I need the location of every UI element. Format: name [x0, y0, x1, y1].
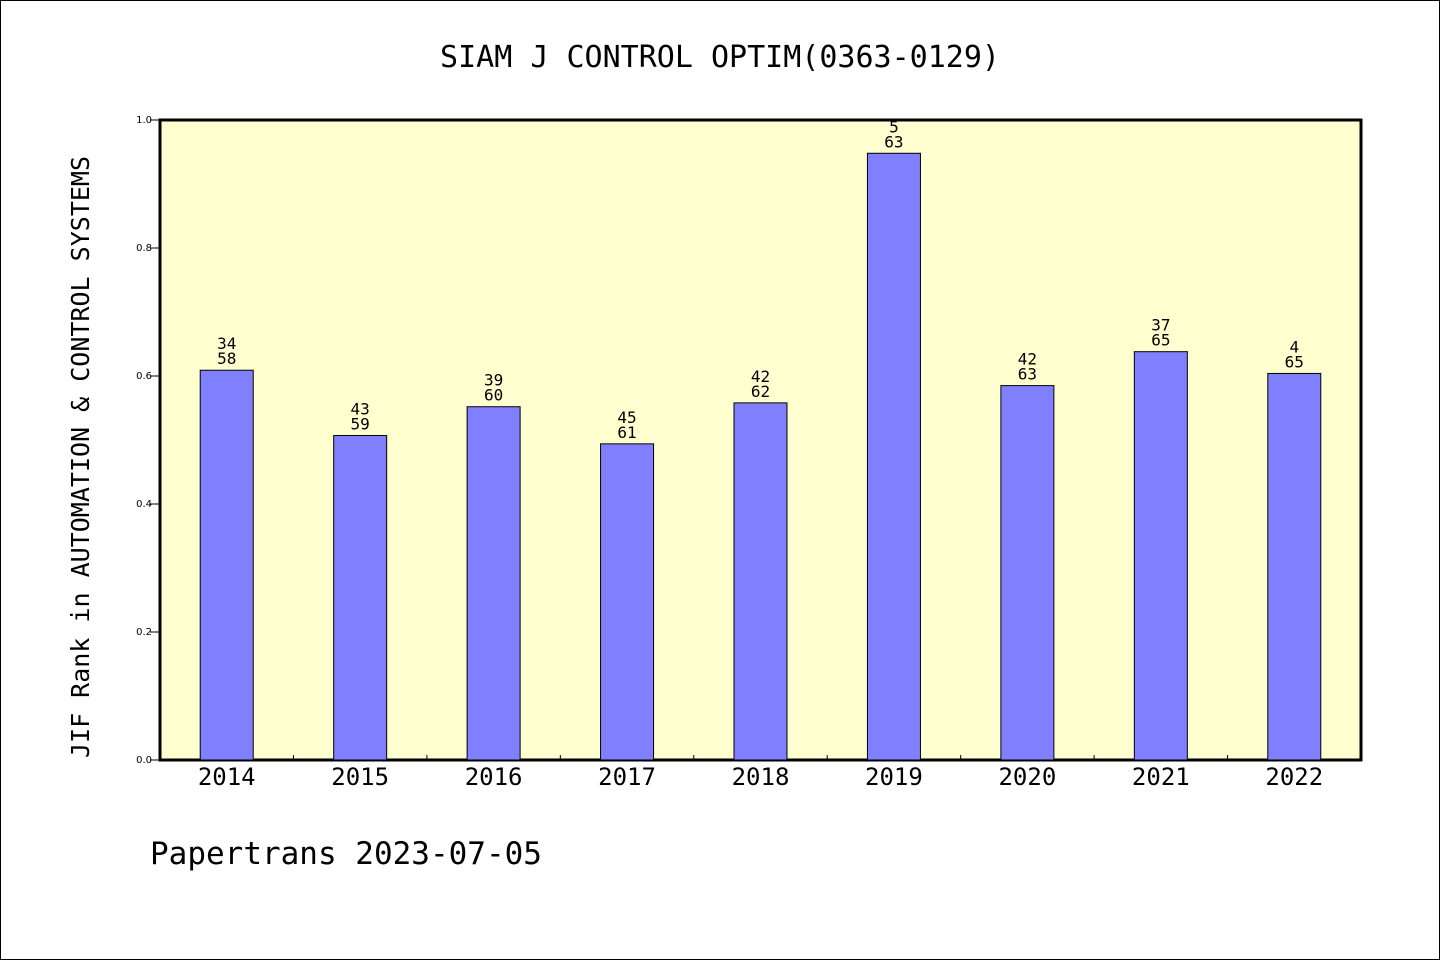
bar-label-total: 61 [617, 423, 636, 442]
x-tick-label: 2021 [1132, 763, 1190, 791]
x-tick-label: 2018 [732, 763, 790, 791]
bar-label-total: 63 [884, 132, 903, 151]
x-tick-label: 2014 [198, 763, 256, 791]
bar-label-rank: 5 [889, 117, 899, 136]
bar-2020 [1000, 385, 1055, 761]
bar-2018 [733, 402, 788, 761]
bar-label-total: 62 [751, 382, 770, 401]
bar-2021 [1133, 351, 1188, 761]
bar-2022 [1267, 372, 1322, 761]
bar-label-total: 58 [217, 349, 236, 368]
bar-label-total: 65 [1285, 352, 1304, 371]
bar-label-rank: 45 [617, 408, 636, 427]
y-tick-label: 0.0 [136, 755, 152, 766]
bar-label-rank: 37 [1151, 316, 1170, 335]
x-tick-label: 2017 [598, 763, 656, 791]
bar-label-rank: 34 [217, 334, 236, 353]
x-tick-label: 2015 [331, 763, 389, 791]
bar-label-total: 65 [1151, 331, 1170, 350]
y-tick-label: 0.6 [136, 371, 152, 382]
x-tick-label: 2020 [998, 763, 1056, 791]
y-tick-label: 0.2 [136, 627, 152, 638]
bar-label-rank: 43 [351, 400, 370, 419]
y-tick-label: 1.0 [136, 115, 152, 126]
bar-2015 [333, 435, 388, 761]
bar-2016 [466, 406, 521, 761]
y-tick-label: 0.8 [136, 243, 152, 254]
bar-label-rank: 39 [484, 371, 503, 390]
x-tick-label: 2016 [465, 763, 523, 791]
bar-label-rank: 4 [1289, 337, 1299, 356]
y-tick-label: 0.4 [136, 499, 152, 510]
chart-title: SIAM J CONTROL OPTIM(0363-0129) [440, 40, 1000, 75]
y-axis-label: JIF Rank in AUTOMATION & CONTROL SYSTEMS [66, 156, 95, 758]
x-tick-label: 2022 [1265, 763, 1323, 791]
x-tick-label: 2019 [865, 763, 923, 791]
bar-label-total: 59 [351, 415, 370, 434]
bar-label-rank: 42 [1018, 350, 1037, 369]
bar-label-total: 63 [1018, 365, 1037, 384]
bar-2014 [199, 369, 254, 761]
footer-credit: Papertrans 2023-07-05 [150, 836, 542, 872]
bar-2017 [600, 443, 655, 761]
bar-2019 [866, 152, 921, 761]
bar-label-rank: 42 [751, 367, 770, 386]
bar-label-total: 60 [484, 386, 503, 405]
